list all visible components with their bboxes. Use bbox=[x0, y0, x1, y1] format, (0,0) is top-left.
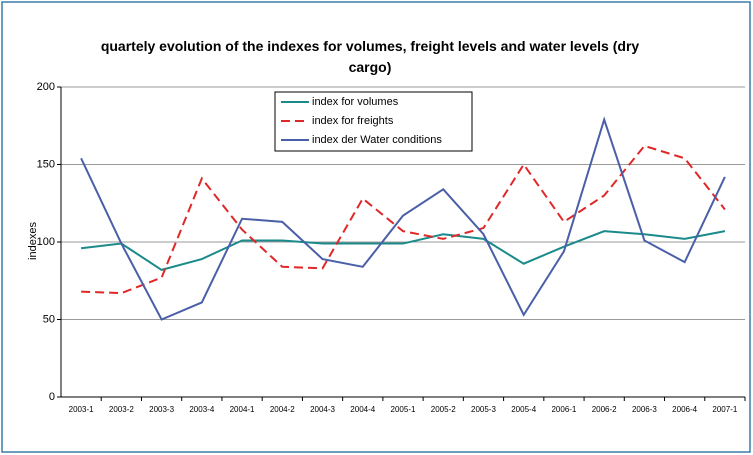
x-tick-label: 2006-3 bbox=[632, 405, 657, 414]
x-tick-label: 2004-1 bbox=[230, 405, 255, 414]
series-line bbox=[80, 116, 726, 321]
x-tick-label: 2005-3 bbox=[471, 405, 496, 414]
title-box: quartely evolution of the indexes for vo… bbox=[100, 38, 640, 75]
series-line bbox=[81, 230, 726, 271]
x-tick-label: 2006-4 bbox=[672, 405, 697, 414]
y-tick-label: 200 bbox=[37, 81, 55, 93]
legend-label: index for volumes bbox=[312, 96, 399, 108]
x-tick-label: 2005-2 bbox=[431, 405, 456, 414]
x-tick-label: 2005-4 bbox=[511, 405, 536, 414]
x-tick-label: 2006-2 bbox=[592, 405, 617, 414]
y-tick-label: 150 bbox=[37, 158, 55, 170]
x-tick-label: 2004-4 bbox=[350, 405, 375, 414]
x-tick-label: 2004-2 bbox=[270, 405, 295, 414]
x-tick-label: 2004-3 bbox=[310, 405, 335, 414]
y-tick-label: 0 bbox=[49, 391, 55, 403]
x-tick-label: 2003-3 bbox=[149, 405, 174, 414]
x-tick-label: 2003-2 bbox=[109, 405, 134, 414]
x-tick-label: 2006-1 bbox=[551, 405, 576, 414]
legend-label: index for freights bbox=[312, 115, 394, 127]
chart-title: quartely evolution of the indexes for vo… bbox=[100, 38, 640, 75]
y-tick-label: 50 bbox=[43, 313, 55, 325]
x-tick-label: 2005-1 bbox=[391, 405, 416, 414]
x-tick-label: 2003-4 bbox=[189, 405, 214, 414]
series-line bbox=[81, 144, 726, 295]
x-tick-label: 2007-1 bbox=[712, 405, 737, 414]
y-axis-label: indexes bbox=[27, 222, 39, 260]
legend-label: index der Water conditions bbox=[312, 134, 442, 146]
x-tick-label: 2003-1 bbox=[69, 405, 94, 414]
y-tick-label: 100 bbox=[37, 236, 55, 248]
